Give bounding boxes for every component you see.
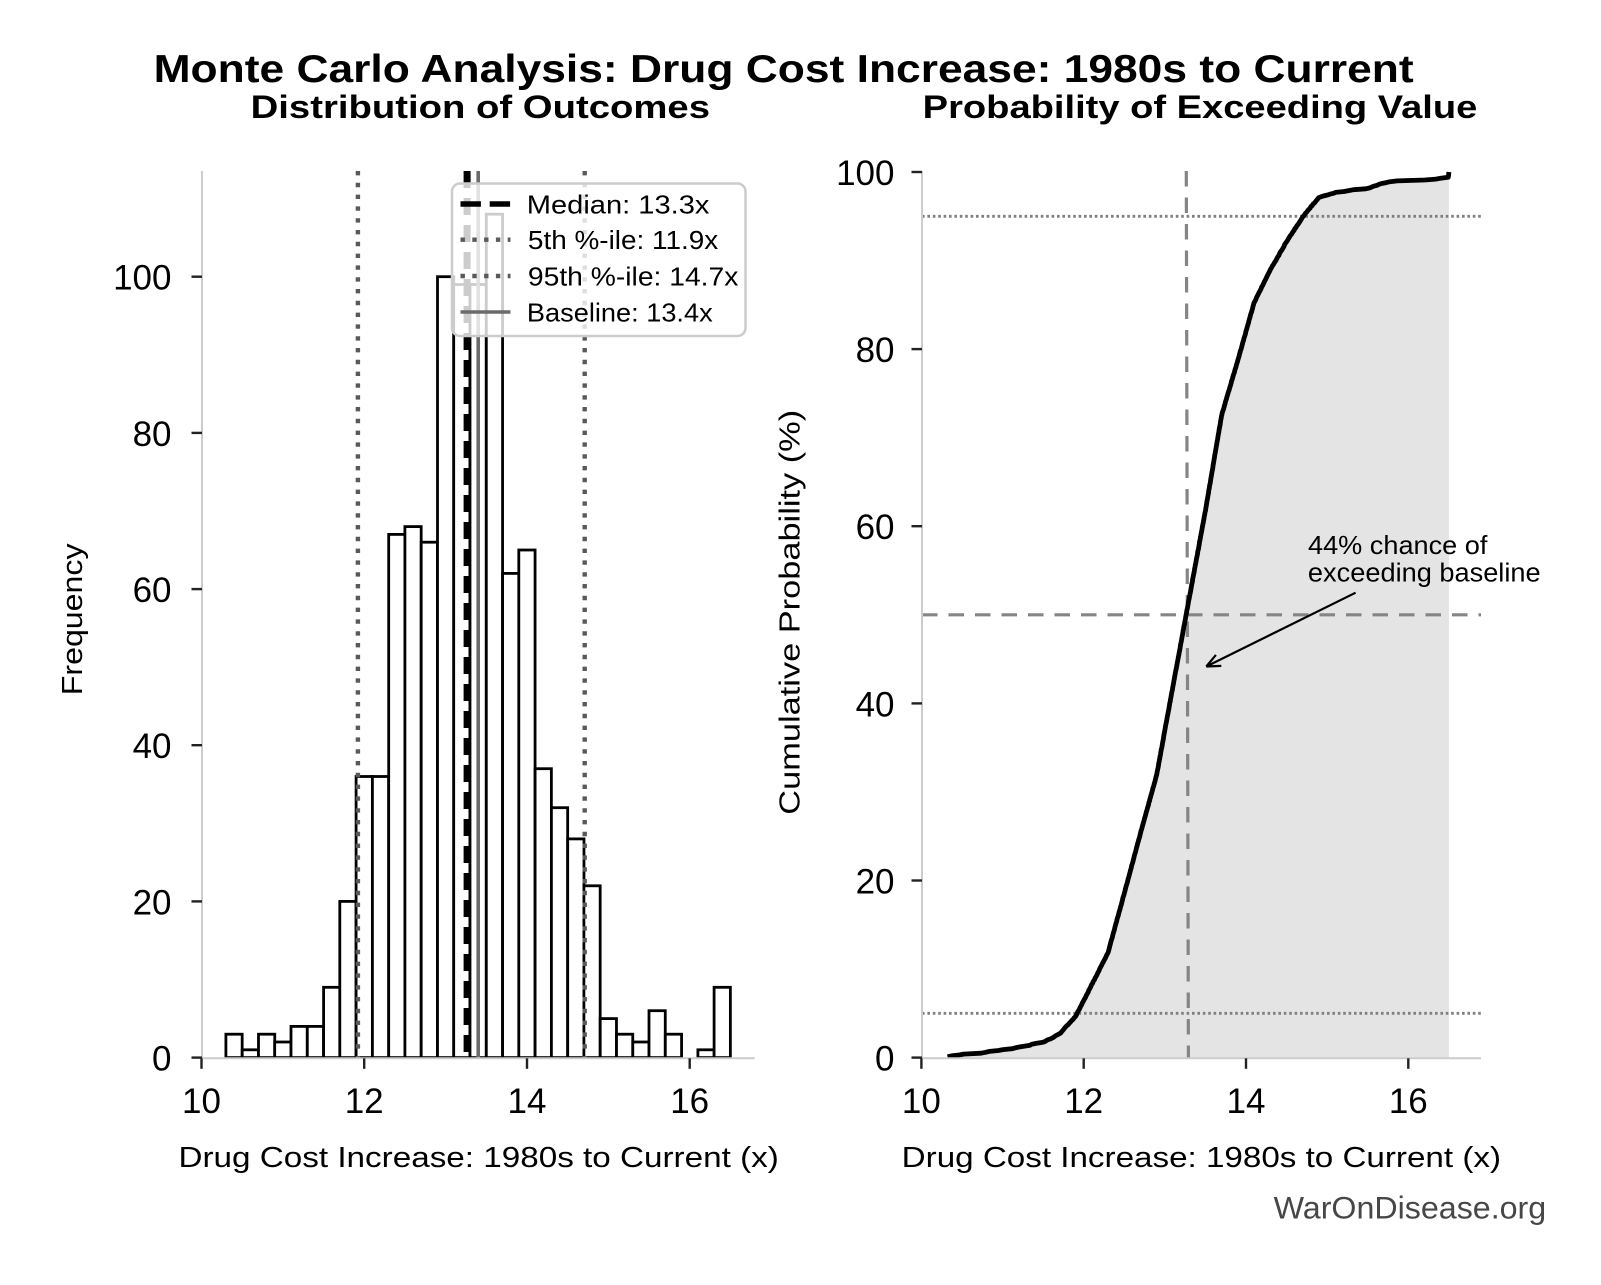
svg-text:WarOnDisease.org: WarOnDisease.org [1274, 1190, 1547, 1226]
svg-text:Baseline: 13.4x: Baseline: 13.4x [527, 298, 713, 327]
svg-text:Drug Cost Increase: 1980s to C: Drug Cost Increase: 1980s to Current (x) [902, 1141, 1501, 1173]
svg-text:exceeding baseline: exceeding baseline [1308, 558, 1541, 587]
svg-text:10: 10 [182, 1082, 221, 1121]
svg-text:Median: 13.3x: Median: 13.3x [527, 190, 710, 219]
svg-text:100: 100 [113, 259, 171, 298]
svg-text:95th %-ile: 14.7x: 95th %-ile: 14.7x [528, 263, 739, 292]
svg-text:Probability of Exceeding Value: Probability of Exceeding Value [923, 89, 1478, 126]
svg-text:16: 16 [670, 1082, 709, 1121]
svg-text:44% chance of: 44% chance of [1308, 531, 1488, 560]
svg-text:0: 0 [875, 1040, 894, 1079]
svg-text:60: 60 [133, 571, 172, 610]
svg-text:14: 14 [1227, 1082, 1266, 1121]
svg-text:14: 14 [508, 1082, 547, 1121]
svg-text:16: 16 [1389, 1082, 1428, 1121]
svg-text:Monte Carlo Analysis: Drug Cos: Monte Carlo Analysis: Drug Cost Increase… [154, 47, 1414, 91]
svg-text:Frequency: Frequency [58, 543, 89, 696]
svg-text:40: 40 [856, 685, 895, 724]
svg-text:80: 80 [133, 415, 172, 454]
svg-text:0: 0 [152, 1040, 171, 1079]
svg-text:100: 100 [836, 154, 894, 193]
svg-text:40: 40 [133, 727, 172, 766]
svg-text:20: 20 [133, 883, 172, 922]
svg-text:60: 60 [856, 508, 895, 547]
svg-text:12: 12 [345, 1082, 384, 1121]
svg-text:20: 20 [856, 863, 895, 902]
svg-text:12: 12 [1064, 1082, 1103, 1121]
svg-text:5th %-ile: 11.9x: 5th %-ile: 11.9x [528, 226, 719, 255]
svg-text:Cumulative Probability (%): Cumulative Probability (%) [773, 410, 805, 815]
svg-text:Distribution of Outcomes: Distribution of Outcomes [251, 89, 710, 126]
svg-text:80: 80 [856, 331, 895, 370]
svg-text:Drug Cost Increase: 1980s to C: Drug Cost Increase: 1980s to Current (x) [178, 1141, 778, 1173]
svg-text:10: 10 [902, 1082, 941, 1121]
